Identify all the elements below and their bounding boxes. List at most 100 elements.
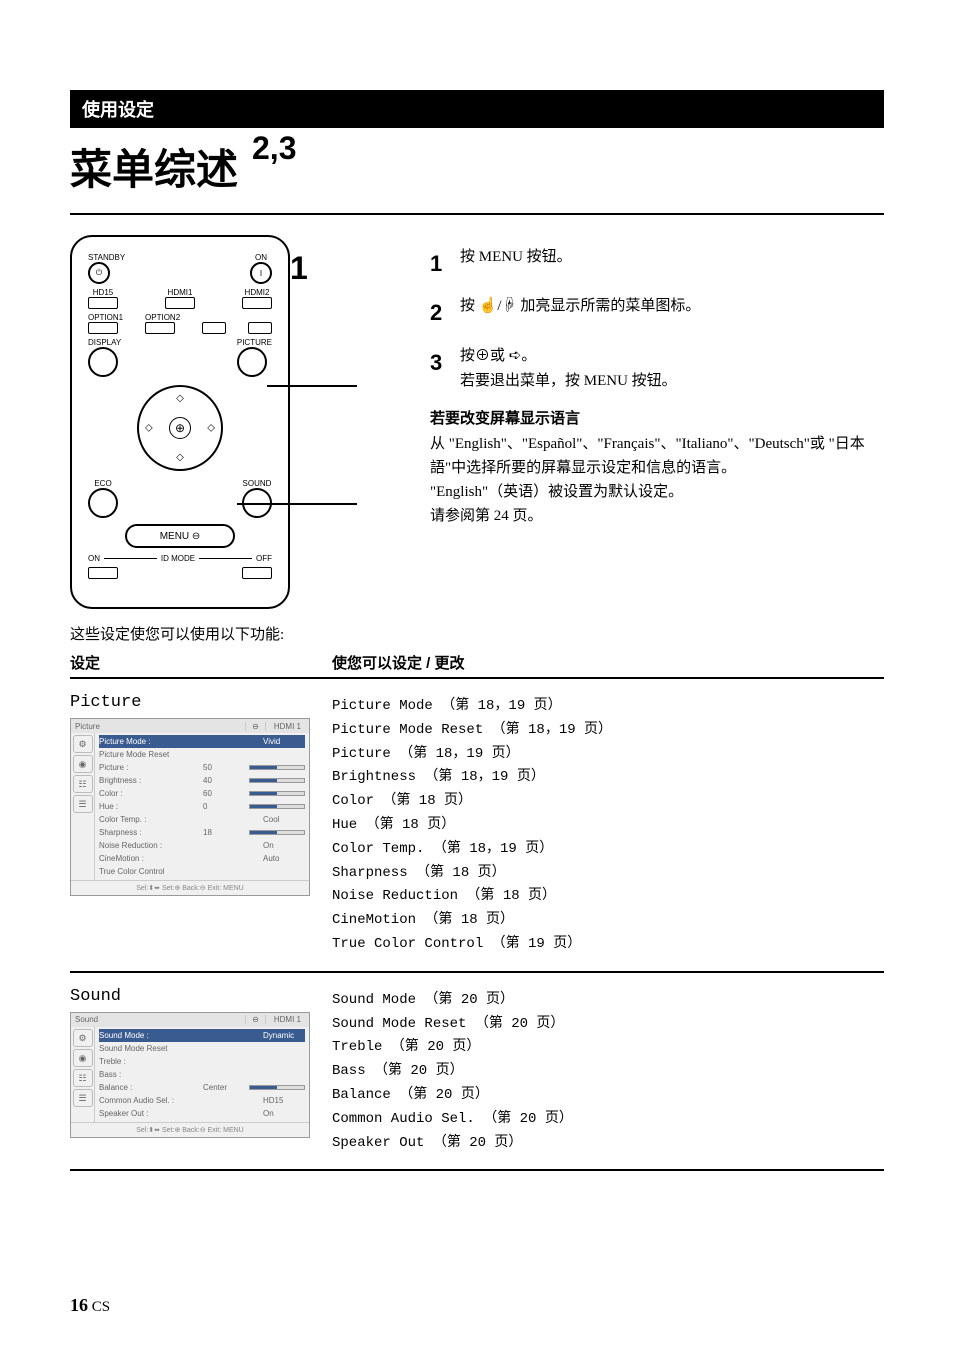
picture-button — [237, 347, 267, 377]
table-rows: PicturePicture⊖HDMI 1⚙◉☷☰Picture Mode :V… — [70, 679, 884, 1171]
osd-item-label: Brightness : — [99, 776, 203, 785]
on-button: I — [250, 262, 272, 284]
table-cell-right: Picture Mode （第 18，19 页）Picture Mode Res… — [332, 693, 884, 957]
osd-item-label: Sharpness : — [99, 828, 203, 837]
osd-item-label: Sound Mode : — [99, 1031, 263, 1040]
blank-button-2 — [248, 322, 272, 334]
osd-slider — [249, 804, 305, 809]
osd-category-icon: ☰ — [73, 1089, 93, 1107]
idmode-label: ID MODE — [161, 554, 195, 563]
instructions-column: 1 按 MENU 按钮。 2 按 ☝/☟ 加亮显示所需的菜单图标。 3按⊕或 ➪。若… — [430, 235, 884, 609]
osd-item-label: Picture : — [99, 763, 203, 772]
intro-columns: STANDBY ⏻ ON I HD15 HDMI1 HDMI2 OPTION1 … — [70, 235, 884, 609]
osd-item-label: Balance : — [99, 1083, 203, 1092]
page-title: 菜单综述 — [70, 136, 884, 215]
eco-button — [88, 488, 118, 518]
osd-item-value: On — [263, 1109, 305, 1118]
setting-item: True Color Control （第 19 页） — [332, 933, 884, 957]
osd-item-label: Noise Reduction : — [99, 841, 263, 850]
setting-item: Hue （第 18 页） — [332, 814, 884, 838]
option1-button — [88, 322, 118, 334]
osd-item-label: Picture Mode Reset — [99, 750, 263, 759]
osd-row: Picture :50 — [99, 761, 305, 774]
osd-content: Sound Mode :DynamicSound Mode ResetTrebl… — [95, 1027, 309, 1122]
step-3: 3按⊕或 ➪。若要退出菜单，按 MENU 按钮。 — [430, 344, 884, 395]
osd-row: Speaker Out :On — [99, 1107, 305, 1120]
osd-row: Common Audio Sel. :HD15 — [99, 1094, 305, 1107]
lang-change-heading: 若要改变屏幕显示语言 — [430, 407, 884, 428]
osd-item-label: Bass : — [99, 1070, 263, 1079]
sound-label: SOUND — [242, 479, 272, 488]
step-num-2: 2 — [430, 294, 448, 331]
setting-item: Brightness （第 18，19 页） — [332, 766, 884, 790]
menu-button: MENU ⊖ — [125, 524, 235, 548]
idmode-off-label: OFF — [256, 554, 272, 563]
idmode-on-label: ON — [88, 554, 100, 563]
dpad: ◇ ◇ ◇ ◇ ⊕ — [137, 385, 223, 471]
osd-icon-column: ⚙◉☷☰ — [71, 1027, 95, 1122]
eco-label: ECO — [88, 479, 118, 488]
osd-row: Bass : — [99, 1068, 305, 1081]
option1-label: OPTION1 — [88, 313, 123, 322]
osd-content: Picture Mode :VividPicture Mode ResetPic… — [95, 733, 309, 880]
osd-screenshot: Sound⊖HDMI 1⚙◉☷☰Sound Mode :DynamicSound… — [70, 1012, 310, 1138]
osd-item-value: 50 — [203, 763, 245, 772]
osd-row: Treble : — [99, 1055, 305, 1068]
osd-item-label: Hue : — [99, 802, 203, 811]
step-text-1: 按 MENU 按钮。 — [460, 245, 884, 282]
osd-title: Sound — [71, 1015, 246, 1024]
osd-row: CineMotion :Auto — [99, 852, 305, 865]
table-cell-left: SoundSound⊖HDMI 1⚙◉☷☰Sound Mode :Dynamic… — [70, 987, 332, 1156]
setting-item: Sound Mode （第 20 页） — [332, 989, 884, 1013]
table-cell-left: PicturePicture⊖HDMI 1⚙◉☷☰Picture Mode :V… — [70, 693, 332, 957]
osd-row: Brightness :40 — [99, 774, 305, 787]
setting-item: Sound Mode Reset （第 20 页） — [332, 1013, 884, 1037]
callout-line-1 — [267, 385, 357, 387]
osd-row: Sound Mode Reset — [99, 1042, 305, 1055]
osd-row: Hue :0 — [99, 800, 305, 813]
th-left: 设定 — [70, 652, 332, 673]
table-header: 设定 使您可以设定 / 更改 — [70, 652, 884, 679]
standby-button: ⏻ — [88, 262, 110, 284]
steps-list: 1 按 MENU 按钮。 2 按 ☝/☟ 加亮显示所需的菜单图标。 3按⊕或 ➪。若… — [430, 245, 884, 395]
callout-1: 1 — [290, 250, 308, 287]
osd-row: Sound Mode :Dynamic — [99, 1029, 305, 1042]
setting-item: Picture Mode Reset （第 18，19 页） — [332, 719, 884, 743]
callout-line-2 — [237, 503, 357, 505]
osd-icon-column: ⚙◉☷☰ — [71, 733, 95, 880]
osd-source: HDMI 1 — [265, 1015, 309, 1024]
hdmi2-button — [242, 297, 272, 309]
display-button — [88, 347, 118, 377]
step-2: 2 按 ☝/☟ 加亮显示所需的菜单图标。 — [430, 294, 884, 331]
osd-category-icon: ☰ — [73, 795, 93, 813]
blank-button-1 — [202, 322, 226, 334]
menu-name: Sound — [70, 987, 332, 1006]
display-label: DISPLAY — [88, 338, 121, 347]
osd-source: HDMI 1 — [265, 722, 309, 731]
step-num-3: 3 — [430, 344, 448, 395]
setting-item: Bass （第 20 页） — [332, 1060, 884, 1084]
arrow-right-icon: ◇ — [207, 423, 215, 434]
osd-item-value: Center — [203, 1083, 245, 1092]
osd-screenshot: Picture⊖HDMI 1⚙◉☷☰Picture Mode :VividPic… — [70, 718, 310, 896]
step-1: 1 按 MENU 按钮。 — [430, 245, 884, 282]
osd-item-value: On — [263, 841, 305, 850]
idmode-off-button — [242, 567, 272, 579]
dpad-center-button: ⊕ — [169, 417, 191, 439]
th-right: 使您可以设定 / 更改 — [332, 652, 884, 673]
setting-item: Color Temp. （第 18，19 页） — [332, 838, 884, 862]
step-text-2: 按 ☝/☟ 加亮显示所需的菜单图标。 — [460, 294, 884, 331]
osd-row: Balance :Center — [99, 1081, 305, 1094]
osd-row: True Color Control — [99, 865, 305, 878]
osd-item-value: 60 — [203, 789, 245, 798]
lang-change-body: 从 "English"、"Español"、"Français"、"Italia… — [430, 432, 884, 528]
osd-item-value: Cool — [263, 815, 305, 824]
osd-item-label: Speaker Out : — [99, 1109, 263, 1118]
setting-item: Noise Reduction （第 18 页） — [332, 885, 884, 909]
step-num-1: 1 — [430, 245, 448, 282]
remote-column: STANDBY ⏻ ON I HD15 HDMI1 HDMI2 OPTION1 … — [70, 235, 390, 609]
osd-item-label: True Color Control — [99, 867, 263, 876]
osd-item-label: Picture Mode : — [99, 737, 263, 746]
osd-item-value: Dynamic — [263, 1031, 305, 1040]
osd-slider — [249, 1085, 305, 1090]
